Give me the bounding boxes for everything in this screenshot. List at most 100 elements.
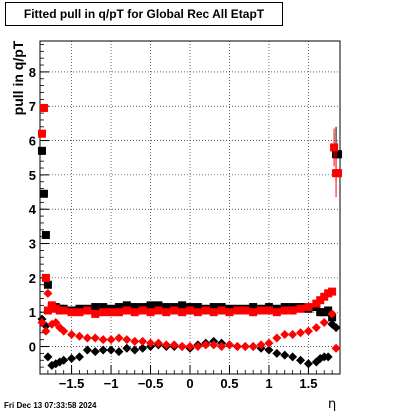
red-diamond-point [185,342,195,352]
red-diamond-point [264,338,274,348]
red-square-point [178,308,187,317]
x-tick-label: 1.5 [299,376,317,391]
red-square-point [296,304,305,313]
red-diamond-point [37,318,47,328]
red-diamond-point [256,340,266,350]
red-square-point [59,306,68,315]
black-diamond-point [59,355,69,365]
black-diamond-point [138,343,148,353]
red-diamond-point [217,342,227,352]
x-tick-label: −0.5 [138,376,164,391]
black-diamond-point [323,352,333,362]
black-diamond-point [106,345,116,355]
y-tick-label: 6 [29,134,36,149]
red-square-point [67,308,76,317]
chart-title: Fitted pull in q/pT for Global Rec All E… [5,2,283,26]
black-diamond-point [90,347,100,357]
red-square-point [43,306,52,315]
black-diamond-point [130,345,140,355]
black-square-point [209,303,218,312]
black-diamond-point [272,348,282,358]
red-square-point [233,306,242,315]
red-square-point [107,308,116,317]
red-square-point [304,303,313,312]
x-tick-label: −1 [104,376,119,391]
red-square-point [37,129,46,138]
black-diamond-point [98,345,108,355]
y-tick-label: 1 [29,305,36,320]
red-diamond-point [331,343,341,353]
red-diamond-point [59,326,69,336]
red-diamond-point [311,323,321,333]
red-diamond-point [232,342,242,352]
black-diamond-point [331,323,341,333]
red-square-point [91,309,100,318]
red-square-point [75,308,84,317]
black-diamond-point [74,352,84,362]
red-square-point [209,308,218,317]
black-diamond-point [264,345,274,355]
black-diamond-point [67,354,77,364]
x-tick-label: 0.5 [220,376,238,391]
x-axis-label: η [328,397,337,412]
red-square-point [249,308,258,317]
red-square-point [39,103,48,112]
y-tick-label: 5 [29,168,36,183]
red-diamond-point [41,326,51,336]
black-square-point [122,301,131,310]
red-square-point [146,308,155,317]
red-diamond-point [296,328,306,338]
red-square-point [130,308,139,317]
x-tick-label: −1.5 [59,376,85,391]
red-square-point [138,306,147,315]
x-tick-label: 1 [265,376,272,391]
red-diamond-point [280,330,290,340]
red-square-point [114,308,123,317]
red-diamond-point [193,342,203,352]
y-tick-label: 0 [29,340,36,355]
red-square-point [334,169,343,178]
red-square-point [217,306,226,315]
y-tick-label: 4 [29,202,37,217]
red-square-point [225,308,234,317]
black-square-point [193,303,202,312]
red-diamond-point [248,342,258,352]
black-square-point [249,303,258,312]
red-diamond-point [67,330,77,340]
red-diamond-point [43,288,53,298]
black-square-point [99,303,108,312]
black-square-point [334,150,343,159]
black-square-point [324,306,333,315]
axes: −1.5 −1 −0.5 0 0.5 1 1.5 0 1 2 3 4 5 6 7 8 [29,44,333,391]
timestamp: Fri Dec 13 07:33:58 2024 [4,401,97,410]
black-diamond-point [114,347,124,357]
y-tick-label: 2 [29,271,36,286]
y-tick-label: 3 [29,237,36,252]
red-square-point [162,308,171,317]
red-diamond-point [130,336,140,346]
y-axis-label: pull in q/pT [10,40,26,116]
black-square-point [41,230,50,239]
red-diamond-point [146,338,156,348]
black-diamond-point [280,350,290,360]
black-square-point [37,146,46,155]
red-diamond-point [138,336,148,346]
red-square-point [99,308,108,317]
black-square-point [114,303,123,312]
black-square-point [178,301,187,310]
red-diamond-point [327,309,337,319]
plot-frame [39,40,341,375]
red-square-point [193,308,202,317]
red-diamond-point [177,342,187,352]
red-square-point [83,306,92,315]
red-diamond-point [161,340,171,350]
red-square-point [201,306,210,315]
black-square-point [154,301,163,310]
black-diamond-point [122,343,132,353]
black-square-point [43,280,52,289]
red-square-point [122,306,131,315]
red-square-point [154,306,163,315]
red-diamond-point [303,326,313,336]
black-diamond-point [288,352,298,362]
